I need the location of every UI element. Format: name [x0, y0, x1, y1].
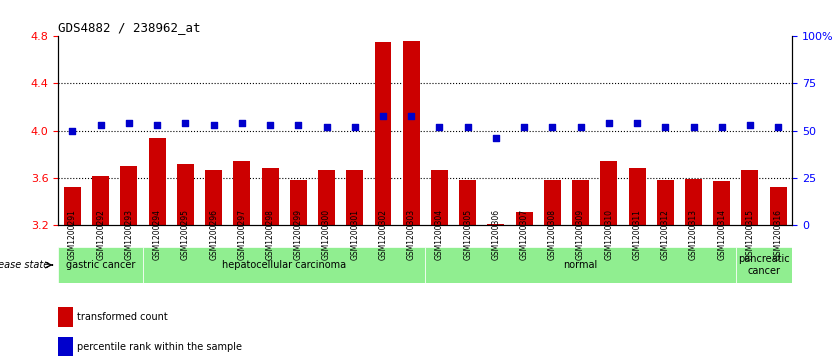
Point	[461, 124, 475, 130]
Text: GSM1200300: GSM1200300	[322, 209, 331, 260]
Bar	[290, 180, 307, 225]
Point	[631, 120, 644, 126]
Point	[235, 120, 249, 126]
Text: GSM1200305: GSM1200305	[463, 209, 472, 260]
Text: GSM1200309: GSM1200309	[576, 209, 585, 260]
Bar	[431, 170, 448, 225]
Text: GSM1200301: GSM1200301	[350, 209, 359, 260]
Point	[404, 113, 418, 118]
Point	[687, 124, 701, 130]
Bar	[741, 170, 758, 225]
Text: gastric cancer: gastric cancer	[66, 260, 135, 270]
Text: GSM1200312: GSM1200312	[661, 209, 670, 260]
Bar	[685, 179, 702, 225]
Bar	[58, 307, 73, 327]
Point	[178, 120, 192, 126]
Bar	[487, 224, 505, 225]
Text: GSM1200298: GSM1200298	[265, 209, 274, 260]
Point	[264, 122, 277, 128]
Point	[602, 120, 615, 126]
Bar	[374, 42, 391, 225]
Point	[517, 124, 530, 130]
FancyBboxPatch shape	[425, 247, 736, 283]
Text: GSM1200304: GSM1200304	[435, 209, 444, 260]
Bar	[460, 180, 476, 225]
Bar	[120, 166, 138, 225]
Point	[66, 128, 79, 134]
Point	[743, 122, 756, 128]
Text: GSM1200315: GSM1200315	[746, 209, 755, 260]
Point	[123, 120, 136, 126]
Point	[320, 124, 334, 130]
Bar	[262, 168, 279, 225]
Text: GSM1200295: GSM1200295	[181, 209, 190, 260]
Text: disease state: disease state	[0, 260, 49, 270]
Text: GSM1200310: GSM1200310	[605, 209, 613, 260]
Bar	[64, 187, 81, 225]
Point	[94, 122, 108, 128]
Bar	[515, 212, 533, 225]
Text: hepatocellular carcinoma: hepatocellular carcinoma	[222, 260, 346, 270]
Text: GSM1200297: GSM1200297	[238, 209, 246, 260]
Text: GSM1200303: GSM1200303	[407, 209, 415, 260]
Bar	[177, 164, 193, 225]
Point	[433, 124, 446, 130]
Point	[207, 122, 220, 128]
Text: GSM1200293: GSM1200293	[124, 209, 133, 260]
Bar	[58, 337, 73, 356]
Bar	[346, 170, 364, 225]
Bar	[713, 182, 731, 225]
Point	[490, 135, 503, 141]
Text: transformed count: transformed count	[77, 312, 168, 322]
Bar	[318, 170, 335, 225]
Point	[150, 122, 163, 128]
Text: GSM1200291: GSM1200291	[68, 209, 77, 260]
Text: GSM1200292: GSM1200292	[96, 209, 105, 260]
Bar	[657, 180, 674, 225]
Point	[348, 124, 361, 130]
Point	[376, 113, 389, 118]
Bar	[629, 168, 646, 225]
Bar	[234, 161, 250, 225]
Point	[292, 122, 305, 128]
Text: GSM1200296: GSM1200296	[209, 209, 219, 260]
Text: pancreatic
cancer: pancreatic cancer	[738, 254, 790, 276]
Point	[574, 124, 587, 130]
Text: GDS4882 / 238962_at: GDS4882 / 238962_at	[58, 21, 201, 34]
Point	[715, 124, 728, 130]
FancyBboxPatch shape	[143, 247, 425, 283]
Bar	[403, 41, 420, 225]
Text: GSM1200307: GSM1200307	[520, 209, 529, 260]
Text: normal: normal	[564, 260, 598, 270]
Point	[545, 124, 559, 130]
Point	[659, 124, 672, 130]
Text: percentile rank within the sample: percentile rank within the sample	[77, 342, 242, 352]
Text: GSM1200308: GSM1200308	[548, 209, 557, 260]
FancyBboxPatch shape	[736, 247, 792, 283]
Bar	[544, 180, 560, 225]
Text: GSM1200294: GSM1200294	[153, 209, 162, 260]
Text: GSM1200302: GSM1200302	[379, 209, 388, 260]
Text: GSM1200316: GSM1200316	[774, 209, 782, 260]
Bar	[205, 170, 222, 225]
Text: GSM1200311: GSM1200311	[632, 209, 641, 260]
Bar	[600, 161, 617, 225]
Text: GSM1200299: GSM1200299	[294, 209, 303, 260]
Text: GSM1200313: GSM1200313	[689, 209, 698, 260]
Bar	[770, 187, 786, 225]
Bar	[148, 138, 166, 225]
Text: GSM1200306: GSM1200306	[491, 209, 500, 260]
FancyBboxPatch shape	[58, 247, 143, 283]
Bar	[572, 180, 589, 225]
Text: GSM1200314: GSM1200314	[717, 209, 726, 260]
Bar	[93, 176, 109, 225]
Point	[771, 124, 785, 130]
